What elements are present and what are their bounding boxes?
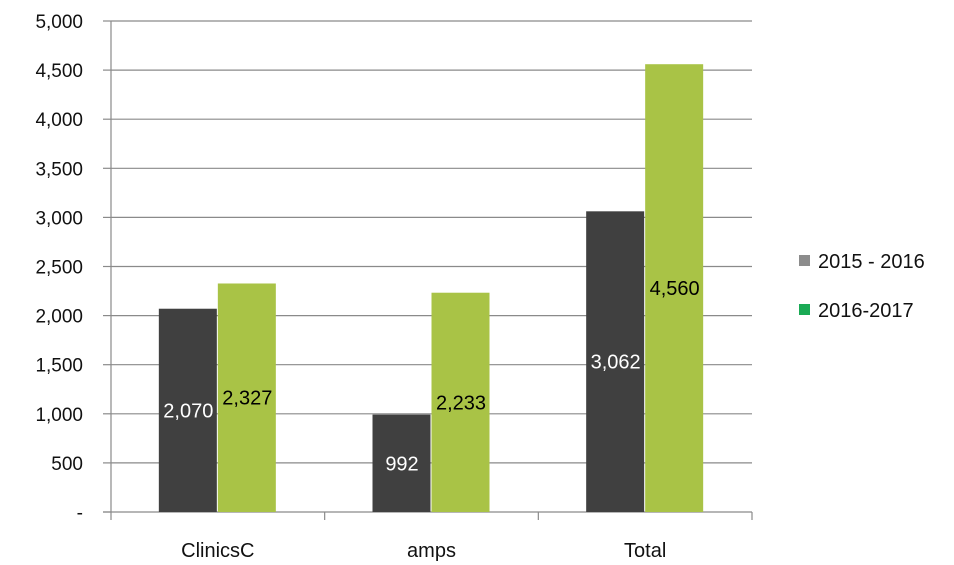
x-tick-label: ClinicsC xyxy=(181,540,254,562)
y-tick-label: 2,000 xyxy=(35,307,83,328)
bar xyxy=(217,283,276,512)
x-tick-label: Total xyxy=(624,540,666,562)
data-label: 3,062 xyxy=(591,352,641,374)
legend-label: 2016-2017 xyxy=(818,300,914,322)
data-label: 4,560 xyxy=(650,278,700,300)
legend-swatch xyxy=(799,304,810,315)
y-tick-label: 3,500 xyxy=(35,159,83,180)
data-label: 2,070 xyxy=(163,400,213,422)
data-label: 2,327 xyxy=(222,388,272,410)
bars xyxy=(158,64,704,513)
data-label: 992 xyxy=(385,453,418,475)
y-tick-label: 1,000 xyxy=(35,405,83,426)
bar xyxy=(645,64,704,512)
y-tick-label: 4,000 xyxy=(35,110,83,131)
bar xyxy=(431,292,490,512)
x-tick-label: amps xyxy=(407,540,456,562)
y-tick-label: - xyxy=(77,503,83,524)
y-tick-label: 500 xyxy=(51,454,83,475)
bar xyxy=(586,211,645,513)
y-tick-label: 1,500 xyxy=(35,356,83,377)
y-tick-label: 3,000 xyxy=(35,208,83,229)
bar xyxy=(372,414,431,512)
legend-label: 2015 - 2016 xyxy=(818,251,925,273)
data-labels: 2,070 2,327 992 2,233 3,062 4,560 xyxy=(163,278,699,475)
y-tick-label: 2,500 xyxy=(35,258,83,279)
legend: 2015 - 2016 2016-2017 xyxy=(799,251,925,322)
y-tick-label: 4,500 xyxy=(35,61,83,82)
axes: - 500 1,000 1,500 2,000 2,500 3,000 3,500 4,000 4… xyxy=(35,12,753,562)
data-label: 2,233 xyxy=(436,392,486,414)
bar xyxy=(158,308,217,512)
y-tick-label: 5,000 xyxy=(35,12,83,33)
legend-swatch xyxy=(799,255,810,266)
